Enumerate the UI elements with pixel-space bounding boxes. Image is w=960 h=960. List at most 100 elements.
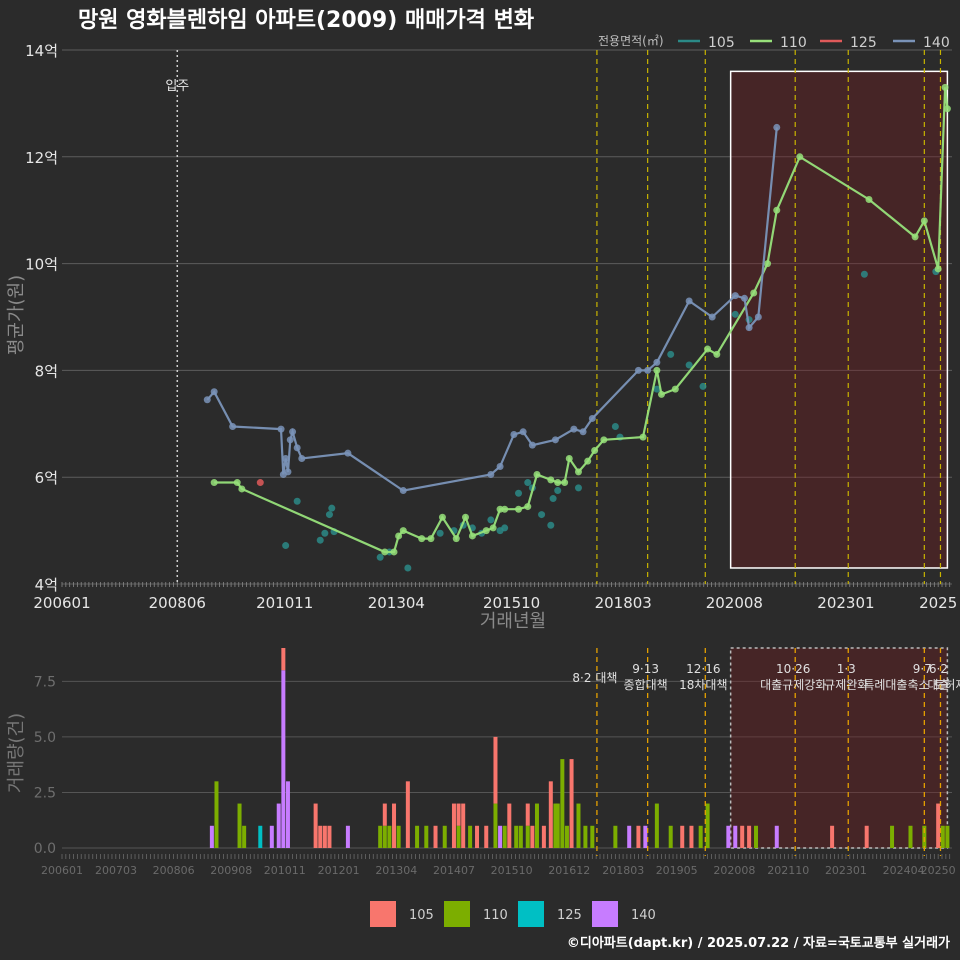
volume-bar-140 xyxy=(269,825,274,848)
volume-bar-105 xyxy=(327,825,332,848)
volume-x-tick-label: 201011 xyxy=(264,864,306,877)
volume-bar-140 xyxy=(498,825,503,848)
volume-bar-110 xyxy=(237,803,242,848)
price-y-tick-label: 8억 xyxy=(35,362,58,380)
volume-bar-110 xyxy=(442,825,447,848)
data-point-110 xyxy=(452,535,460,543)
price-plot: 4억 6억 8억 10억 12억 14억 200601 200806 201011 201304 2… xyxy=(25,42,957,612)
volume-bar-110 xyxy=(560,759,565,848)
data-point-110 xyxy=(395,532,403,540)
volume-x-tick-label: 201905 xyxy=(656,864,698,877)
volume-bar-105 xyxy=(392,803,397,848)
data-point-105 xyxy=(515,489,523,497)
data-point-140 xyxy=(293,444,301,452)
data-point-110 xyxy=(941,83,949,91)
volume-bar-140 xyxy=(733,825,738,848)
data-point-140 xyxy=(399,487,407,495)
bottom-legend-key-110 xyxy=(444,901,470,927)
volume-bar-140 xyxy=(276,803,281,848)
bottom-legend-label-105: 105 xyxy=(409,908,434,923)
volume-x-tick-label: 200806 xyxy=(153,864,195,877)
data-point-110 xyxy=(461,513,469,521)
data-point-110 xyxy=(653,366,661,374)
data-point-110 xyxy=(639,433,647,441)
bottom-legend-label-140: 140 xyxy=(631,908,656,923)
data-point-140 xyxy=(745,324,753,332)
data-point-110 xyxy=(427,535,435,543)
volume-bar-140 xyxy=(285,781,290,848)
volume-bar-140 xyxy=(643,825,648,848)
volume-x-tick-label: 200908 xyxy=(210,864,252,877)
bottom-legend-label-110: 110 xyxy=(483,908,508,923)
volume-bar-105 xyxy=(456,803,461,826)
data-point-105 xyxy=(574,484,582,492)
price-x-tick-label: 201803 xyxy=(595,594,652,612)
data-point-110 xyxy=(574,468,582,476)
volume-bar-110 xyxy=(396,825,401,848)
data-point-110 xyxy=(533,471,541,479)
bottom-legend-key-140 xyxy=(592,901,618,927)
volume-bar-105 xyxy=(830,825,835,848)
data-point-110 xyxy=(554,479,562,487)
top-legend: 105 110 125 140 xyxy=(678,35,950,51)
data-point-140 xyxy=(487,471,495,479)
data-point-140 xyxy=(634,366,642,374)
data-point-140 xyxy=(644,366,652,374)
policy-label: 1·3 xyxy=(837,662,856,676)
price-x-tick-label: 200601 xyxy=(33,594,90,612)
footer-credit: ©디아파트(dapt.kr) / 2025.07.22 / 자료=국토교통부 실… xyxy=(567,935,950,951)
data-point-110 xyxy=(233,479,241,487)
volume-bar-110 xyxy=(214,781,219,848)
volume-bar-110 xyxy=(387,825,392,848)
volume-bar-105 xyxy=(689,825,694,848)
volume-bar-110 xyxy=(613,825,618,848)
volume-bar-110 xyxy=(493,803,498,848)
volume-x-tick-label: 202404 xyxy=(883,864,925,877)
data-point-110 xyxy=(501,505,509,513)
volume-bar-110 xyxy=(583,825,588,848)
volume-x-tick-label: 202301 xyxy=(825,864,867,877)
volume-bar-140 xyxy=(209,825,214,848)
data-point-140 xyxy=(284,468,292,476)
data-point-105 xyxy=(667,350,675,358)
data-point-105 xyxy=(547,521,555,529)
volume-bar-110 xyxy=(514,825,519,848)
data-point-110 xyxy=(764,260,772,268)
data-point-140 xyxy=(210,388,218,396)
data-point-110 xyxy=(600,436,608,444)
data-point-140 xyxy=(653,358,661,366)
policy-label: 9·13 xyxy=(632,662,659,676)
volume-bar-140 xyxy=(627,825,632,848)
data-point-110 xyxy=(943,105,951,113)
legend-title: 전용면적(㎡) xyxy=(598,34,664,48)
price-y-tick-label: 12억 xyxy=(25,149,58,167)
data-point-105 xyxy=(554,487,562,495)
volume-bar-140 xyxy=(726,825,731,848)
volume-bar-105 xyxy=(461,803,466,848)
bottom-legend-key-105 xyxy=(370,901,396,927)
volume-x-tick-label: 200703 xyxy=(95,864,137,877)
volume-y-axis-title: 거래량(건) xyxy=(6,713,27,793)
volume-bar-105 xyxy=(484,825,489,848)
data-point-140 xyxy=(277,425,285,433)
volume-bar-110 xyxy=(502,825,507,848)
volume-bar-105 xyxy=(318,825,323,848)
volume-bar-110 xyxy=(576,803,581,848)
volume-bar-110 xyxy=(754,825,759,848)
volume-bar-105 xyxy=(747,825,752,848)
policy-label: 특례대출축소 토허제 해 xyxy=(863,678,960,692)
bottom-legend: 105 110 125 140 xyxy=(370,901,656,927)
volume-bar-105 xyxy=(475,825,480,848)
volume-bar-110 xyxy=(890,825,895,848)
data-point-140 xyxy=(588,414,596,422)
data-point-140 xyxy=(773,123,781,131)
volume-x-tick-label: 202008 xyxy=(713,864,755,877)
chart-title: 망원 영화블렌하임 아파트(2009) 매매가격 변화 xyxy=(78,8,534,33)
price-y-tick-label: 4억 xyxy=(35,576,58,594)
price-y-tick-label: 14억 xyxy=(25,42,58,60)
policy-label: 대출규제강화 xyxy=(760,678,826,692)
price-y-tick-label: 10억 xyxy=(25,256,58,274)
data-point-105 xyxy=(487,516,495,524)
volume-bar-110 xyxy=(590,825,595,848)
